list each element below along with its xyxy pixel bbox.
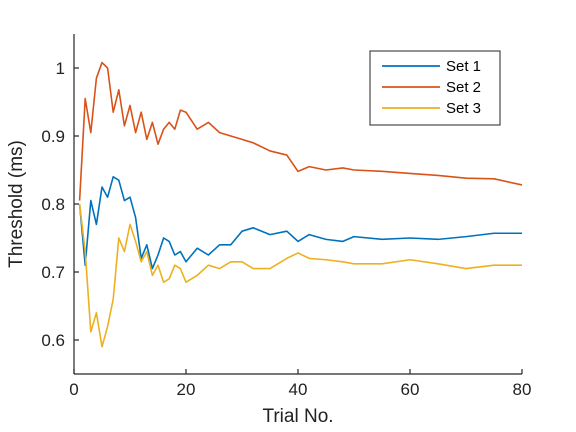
legend: Set 1 Set 2 Set 3 [369,50,501,126]
x-tick-label: 40 [289,380,308,399]
y-tick-label: 0.7 [41,263,65,282]
x-ticks: 0 20 40 60 80 [69,369,531,399]
plot-area [78,61,523,348]
series-line-3 [78,203,522,348]
y-tick-label: 0.9 [41,127,65,146]
x-tick-label: 20 [177,380,196,399]
legend-label-3: Set 3 [446,100,481,117]
legend-label-2: Set 2 [446,79,481,96]
y-axis-label: Threshold (ms) [6,140,27,268]
series-line-1 [78,176,522,270]
x-tick-label: 80 [513,380,532,399]
y-tick-label: 0.6 [41,331,65,350]
x-tick-label: 60 [401,380,420,399]
x-axis-label: Trial No. [262,406,333,427]
legend-label-1: Set 1 [446,58,481,75]
x-tick-label: 0 [69,380,78,399]
y-ticks: 0.6 0.7 0.8 0.9 1 [41,59,79,350]
y-tick-label: 0.8 [41,195,65,214]
series-line-2 [78,61,523,201]
y-tick-label: 1 [56,59,65,78]
legend-box [369,50,501,126]
